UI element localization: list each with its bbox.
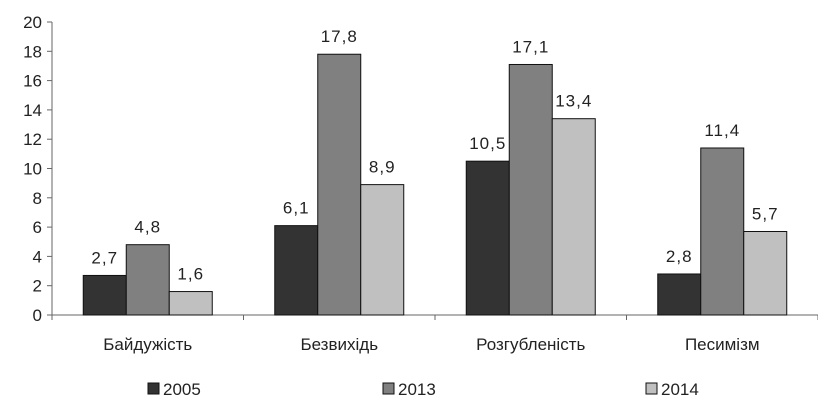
y-tick-label: 14 xyxy=(23,101,42,120)
y-tick-label: 18 xyxy=(23,42,42,61)
bar-2013-2 xyxy=(317,53,362,316)
y-tick-label: 20 xyxy=(23,13,42,32)
y-tick-label: 12 xyxy=(23,130,42,149)
bar-2005-3 xyxy=(465,160,510,316)
chart-axes: 0 2 4 6 8 10 12 14 16 18 20 xyxy=(23,13,818,325)
chart-bars xyxy=(82,53,788,316)
y-tick-label: 2 xyxy=(33,277,42,296)
bar-2014-1 xyxy=(168,291,213,316)
bar-2014-2 xyxy=(360,184,405,316)
bar-2005-4 xyxy=(657,273,702,316)
data-label: 17,1 xyxy=(512,37,549,56)
data-label: 5,7 xyxy=(752,204,779,223)
x-category-label: Безвихідь xyxy=(300,335,378,354)
legend-label: 2014 xyxy=(661,380,699,399)
data-label: 2,8 xyxy=(666,247,693,266)
legend-swatch xyxy=(147,382,160,395)
bar-2013-3 xyxy=(508,63,553,316)
chart-legend: 2005 2013 2014 xyxy=(147,380,699,399)
bar-2005-1 xyxy=(82,274,127,316)
data-label: 17,8 xyxy=(321,27,358,46)
y-tick-label: 4 xyxy=(33,247,42,266)
data-label: 8,9 xyxy=(369,158,396,177)
data-label: 1,6 xyxy=(177,265,204,284)
data-label: 10,5 xyxy=(469,134,506,153)
bar-2005-2 xyxy=(274,225,319,316)
x-category-label: Байдужість xyxy=(103,335,192,354)
y-tick-label: 16 xyxy=(23,72,42,91)
chart-labels: 2,7 4,8 1,6 Байдужість 6,1 17,8 8,9 Безвихідь 10… xyxy=(91,27,779,354)
data-label: 2,7 xyxy=(91,248,118,267)
bar-2014-4 xyxy=(743,230,788,316)
y-tick-label: 6 xyxy=(33,218,42,237)
data-label: 11,4 xyxy=(704,121,740,140)
y-tick-label: 10 xyxy=(23,160,42,179)
y-tick-label: 0 xyxy=(33,306,42,325)
data-label: 6,1 xyxy=(283,199,310,218)
legend-label: 2005 xyxy=(163,380,201,399)
x-category-label: Песимізм xyxy=(685,335,760,354)
legend-label: 2013 xyxy=(398,380,436,399)
x-category-label: Розгубленість xyxy=(476,335,585,354)
bar-2013-1 xyxy=(125,244,170,316)
legend-swatch xyxy=(645,382,658,395)
data-label: 4,8 xyxy=(134,218,161,237)
bar-2014-3 xyxy=(551,118,596,316)
legend-swatch xyxy=(382,382,395,395)
data-label: 13,4 xyxy=(555,92,592,111)
y-tick-label: 8 xyxy=(33,189,42,208)
bar-2013-4 xyxy=(700,147,745,316)
